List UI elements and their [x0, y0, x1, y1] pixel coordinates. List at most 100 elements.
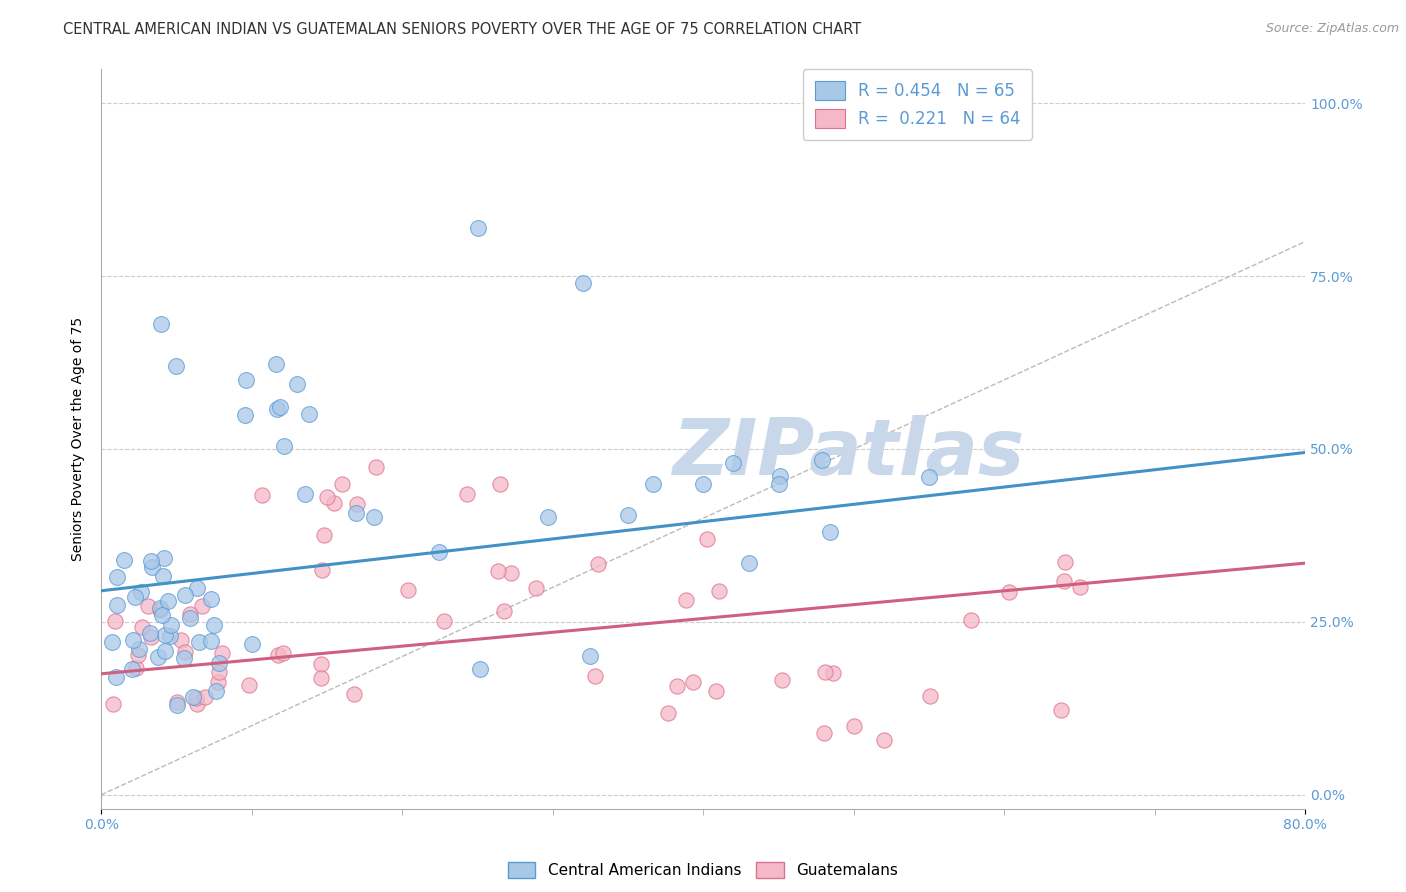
- Point: [100, 634, 122, 648]
- Point: [842, 719, 865, 733]
- Point: [208, 656, 231, 670]
- Point: [174, 645, 197, 659]
- Point: [153, 551, 176, 566]
- Point: [344, 506, 367, 520]
- Point: [166, 695, 188, 709]
- Point: [583, 669, 606, 683]
- Point: [692, 476, 714, 491]
- Point: [1053, 555, 1076, 569]
- Point: [723, 456, 745, 470]
- Point: [191, 599, 214, 614]
- Point: [174, 589, 197, 603]
- Point: [205, 684, 228, 698]
- Point: [166, 359, 188, 373]
- Point: [467, 220, 489, 235]
- Point: [141, 560, 163, 574]
- Point: [104, 614, 127, 628]
- Point: [486, 565, 509, 579]
- Point: [200, 591, 222, 606]
- Point: [112, 552, 135, 566]
- Point: [183, 690, 205, 704]
- Legend: R = 0.454   N = 65, R =  0.221   N = 64: R = 0.454 N = 65, R = 0.221 N = 64: [803, 70, 1032, 140]
- Point: [998, 585, 1021, 599]
- Point: [105, 670, 128, 684]
- Point: [131, 620, 153, 634]
- Point: [153, 628, 176, 642]
- Point: [233, 409, 256, 423]
- Point: [314, 527, 336, 541]
- Point: [769, 468, 792, 483]
- Point: [128, 641, 150, 656]
- Point: [105, 570, 128, 584]
- Point: [179, 607, 201, 622]
- Point: [202, 618, 225, 632]
- Point: [156, 594, 179, 608]
- Point: [311, 563, 333, 577]
- Point: [666, 679, 689, 693]
- Point: [524, 581, 547, 595]
- Point: [813, 725, 835, 739]
- Point: [641, 477, 664, 491]
- Point: [250, 487, 273, 501]
- Y-axis label: Seniors Poverty Over the Age of 75: Seniors Poverty Over the Age of 75: [72, 317, 86, 561]
- Point: [1069, 580, 1091, 594]
- Point: [821, 666, 844, 681]
- Point: [316, 491, 339, 505]
- Point: [170, 632, 193, 647]
- Point: [148, 650, 170, 665]
- Point: [159, 629, 181, 643]
- Point: [572, 276, 595, 290]
- Point: [139, 630, 162, 644]
- Point: [207, 675, 229, 690]
- Point: [342, 687, 364, 701]
- Point: [238, 678, 260, 692]
- Point: [675, 592, 697, 607]
- Point: [323, 496, 346, 510]
- Point: [330, 476, 353, 491]
- Point: [269, 401, 291, 415]
- Point: [149, 603, 172, 617]
- Point: [811, 453, 834, 467]
- Point: [433, 614, 456, 628]
- Point: [738, 556, 761, 570]
- Point: [101, 697, 124, 711]
- Point: [207, 665, 229, 679]
- Point: [616, 508, 638, 522]
- Point: [364, 459, 387, 474]
- Legend: Central American Indians, Guatemalans: Central American Indians, Guatemalans: [502, 856, 904, 884]
- Point: [657, 706, 679, 720]
- Point: [814, 665, 837, 679]
- Point: [298, 407, 321, 421]
- Point: [267, 648, 290, 663]
- Point: [309, 657, 332, 672]
- Point: [235, 373, 257, 387]
- Point: [696, 532, 718, 546]
- Point: [124, 661, 146, 675]
- Point: [152, 569, 174, 583]
- Point: [501, 566, 523, 581]
- Point: [124, 590, 146, 604]
- Point: [127, 648, 149, 662]
- Point: [537, 509, 560, 524]
- Point: [186, 691, 208, 706]
- Point: [121, 662, 143, 676]
- Text: CENTRAL AMERICAN INDIAN VS GUATEMALAN SENIORS POVERTY OVER THE AGE OF 75 CORRELA: CENTRAL AMERICAN INDIAN VS GUATEMALAN SE…: [63, 22, 862, 37]
- Point: [311, 671, 333, 685]
- Text: ZIPatlas: ZIPatlas: [672, 416, 1024, 491]
- Point: [105, 598, 128, 612]
- Point: [129, 585, 152, 599]
- Point: [820, 524, 842, 539]
- Point: [1053, 574, 1076, 588]
- Point: [285, 376, 308, 391]
- Point: [159, 618, 181, 632]
- Text: Source: ZipAtlas.com: Source: ZipAtlas.com: [1265, 22, 1399, 36]
- Point: [294, 487, 316, 501]
- Point: [139, 554, 162, 568]
- Point: [266, 401, 288, 416]
- Point: [920, 689, 942, 703]
- Point: [179, 611, 201, 625]
- Point: [427, 545, 450, 559]
- Point: [873, 732, 896, 747]
- Point: [494, 604, 516, 618]
- Point: [707, 583, 730, 598]
